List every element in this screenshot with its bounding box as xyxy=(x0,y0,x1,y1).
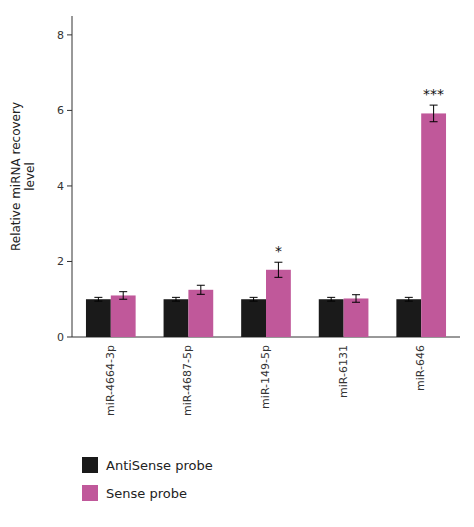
y-tick xyxy=(67,110,72,111)
y-axis-label-line: Relative miRNA recovery xyxy=(9,102,23,251)
legend-swatch xyxy=(82,485,98,501)
error-bar xyxy=(119,292,127,300)
y-tick-label: 6 xyxy=(57,104,64,117)
error-bar-cap xyxy=(250,297,258,298)
legend-swatch xyxy=(82,457,98,473)
x-tick-label: miR-4687-5p xyxy=(181,345,194,416)
annotations: **** xyxy=(275,86,444,259)
bar xyxy=(188,290,213,337)
error-bar-stem xyxy=(433,105,434,122)
bar xyxy=(111,295,136,337)
y-tick xyxy=(67,337,72,338)
y-tick-label: 0 xyxy=(57,331,64,344)
error-bar-cap xyxy=(119,291,127,292)
bar xyxy=(319,299,344,337)
bar xyxy=(164,299,189,337)
y-axis-label-line: level xyxy=(23,162,37,191)
legend: AntiSense probe Sense probe xyxy=(82,457,213,501)
legend-label: AntiSense probe xyxy=(106,458,213,473)
error-bar-stem xyxy=(98,297,99,301)
error-bar-stem xyxy=(331,297,332,301)
error-bar-cap xyxy=(405,301,413,302)
legend-label: Sense probe xyxy=(106,486,187,501)
error-bar-cap xyxy=(172,297,180,298)
significance-marker: * xyxy=(275,243,282,259)
error-bar-cap xyxy=(197,294,205,295)
error-bar-cap xyxy=(172,301,180,302)
y-axis-line xyxy=(72,16,73,337)
x-tick-label: miR-4664-3p xyxy=(104,345,117,416)
x-tick-label: miR-6131 xyxy=(337,345,350,398)
y-tick-label: 8 xyxy=(57,29,64,42)
error-bar-cap xyxy=(197,285,205,286)
error-bar-cap xyxy=(250,301,258,302)
error-bar-cap xyxy=(327,301,335,302)
error-bar-cap xyxy=(274,277,282,278)
error-bar-stem xyxy=(253,297,254,301)
error-bar-cap xyxy=(430,105,438,106)
error-bar-cap xyxy=(119,299,127,300)
y-tick xyxy=(67,261,72,262)
x-tick-label: miR-646 xyxy=(414,345,427,391)
error-bar xyxy=(352,295,360,303)
error-bar xyxy=(405,297,413,301)
error-bar xyxy=(430,105,438,122)
error-bar-stem xyxy=(408,297,409,301)
marks xyxy=(86,105,446,337)
error-bar xyxy=(197,285,205,294)
error-bar xyxy=(94,297,102,301)
error-bar xyxy=(327,297,335,301)
bar xyxy=(266,270,291,337)
error-bar-stem xyxy=(123,292,124,300)
error-bar-cap xyxy=(352,294,360,295)
chart: 0 2 4 6 8 Relative miRNA recoverylevel miR-466… xyxy=(0,0,474,527)
error-bar-cap xyxy=(405,297,413,298)
error-bar-stem xyxy=(200,285,201,294)
error-bar-stem xyxy=(356,295,357,303)
error-bar-stem xyxy=(175,297,176,301)
error-bar-cap xyxy=(430,121,438,122)
error-bar xyxy=(172,297,180,301)
error-bar xyxy=(274,262,282,277)
y-tick-label: 4 xyxy=(57,180,64,193)
error-bar-cap xyxy=(327,297,335,298)
bar xyxy=(86,299,111,337)
y-tick-label: 2 xyxy=(57,255,64,268)
y-axis-label: Relative miRNA recoverylevel xyxy=(9,102,37,251)
error-bar-stem xyxy=(278,262,279,277)
error-bar-cap xyxy=(352,302,360,303)
error-bar xyxy=(250,297,258,301)
error-bar-cap xyxy=(274,262,282,263)
x-tick-label: miR-149-5p xyxy=(259,345,272,409)
bar xyxy=(421,113,446,337)
error-bar-cap xyxy=(94,297,102,298)
bar xyxy=(396,299,421,337)
error-bar-cap xyxy=(94,301,102,302)
y-tick xyxy=(67,34,72,35)
y-tick xyxy=(67,185,72,186)
significance-marker: *** xyxy=(423,86,444,102)
bar xyxy=(344,298,369,337)
bar xyxy=(241,299,266,337)
